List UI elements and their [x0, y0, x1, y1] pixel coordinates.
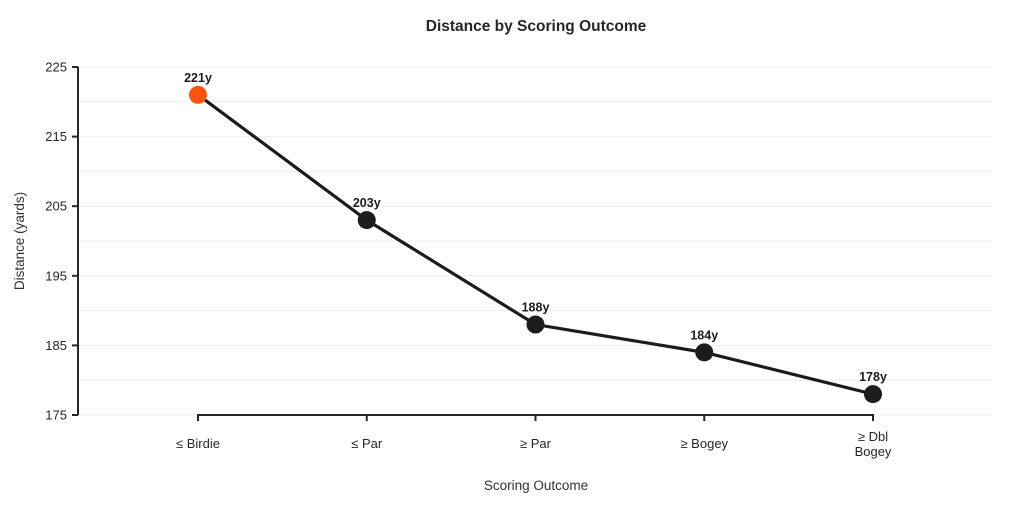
- trend-line: [197, 93, 874, 396]
- x-axis-title: Scoring Outcome: [484, 478, 588, 493]
- data-point-label: 178y: [859, 370, 887, 384]
- x-tick-label: ≥ Par: [520, 436, 552, 451]
- data-point: [357, 211, 376, 230]
- x-tick-label: ≥ Bogey: [680, 436, 728, 451]
- y-tick-label: 195: [45, 268, 67, 283]
- y-tick-label: 225: [45, 60, 67, 75]
- data-point-label: 184y: [690, 328, 718, 342]
- data-series: 221y 203y 188y 184y 178y: [184, 71, 887, 404]
- y-tick-label: 205: [45, 199, 67, 214]
- data-point: [864, 385, 882, 404]
- x-tick-label: ≤ Par: [351, 436, 383, 451]
- x-tick-label: ≥ Dbl Bogey: [855, 429, 892, 459]
- y-axis-title: Distance (yards): [12, 192, 27, 290]
- data-point-highlight: [189, 85, 207, 104]
- data-point: [695, 343, 714, 362]
- x-tick-label: ≤ Birdie: [176, 436, 220, 451]
- data-point-label: 203y: [353, 196, 381, 210]
- data-point-label: 188y: [522, 301, 550, 315]
- data-point: [526, 315, 545, 334]
- data-point-label: 221y: [184, 71, 212, 85]
- y-tick-label: 185: [45, 338, 67, 353]
- gridlines: [78, 66, 992, 416]
- chart-title: Distance by Scoring Outcome: [426, 18, 647, 35]
- y-tick-label: 175: [45, 408, 67, 423]
- y-tick-label: 215: [45, 129, 67, 144]
- axes: 175 185 195 205 215 225 ≤ Birdie ≤ Par ≥ Par ≥ Bo…: [45, 60, 892, 460]
